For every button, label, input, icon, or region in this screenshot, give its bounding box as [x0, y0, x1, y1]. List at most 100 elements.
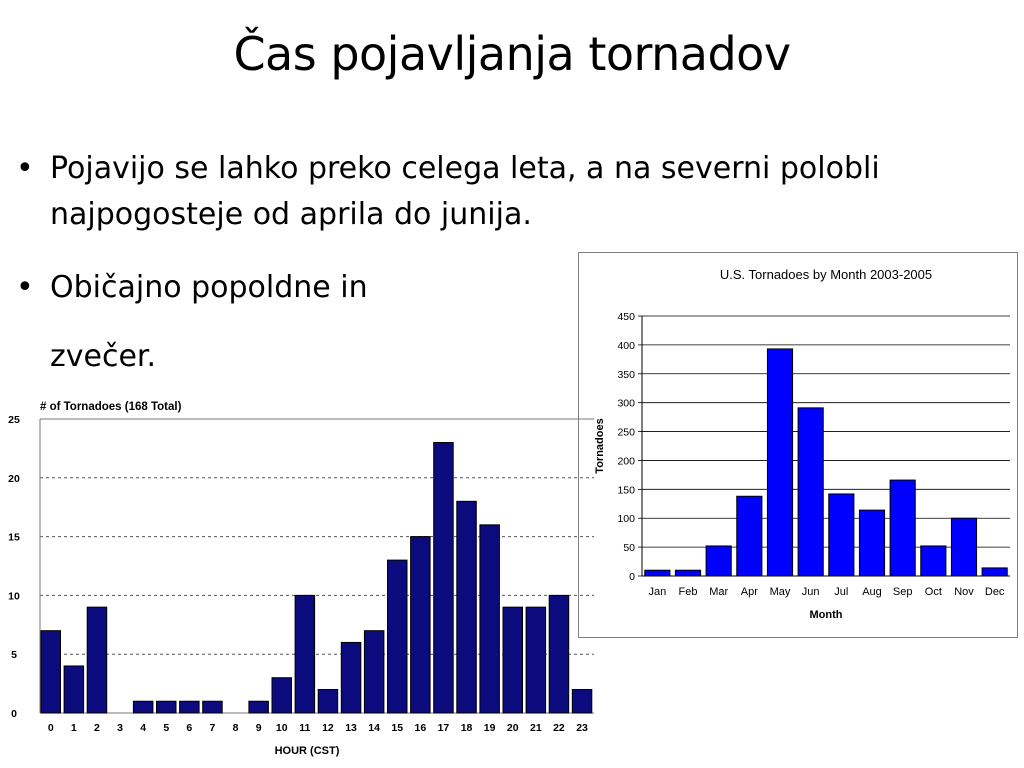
x-tick-label: 16 [415, 722, 427, 734]
y-tick-label: 15 [8, 532, 20, 544]
bar-feb [674, 569, 702, 577]
bar-hour-13 [340, 641, 362, 714]
x-tick-label: 15 [391, 722, 403, 734]
x-tick-label: 18 [461, 722, 473, 734]
x-tick-label: Jan [648, 586, 666, 598]
x-tick-label: Sep [893, 586, 913, 598]
bar-hour-22 [548, 594, 570, 714]
bar-hour-16 [410, 536, 431, 714]
x-tick-label: 3 [117, 722, 123, 734]
bar-hour-6 [179, 700, 200, 714]
x-tick-label: 0 [48, 722, 54, 734]
x-tick-label: 20 [507, 722, 519, 734]
bar-hour-0 [40, 630, 61, 714]
bar-hour-20 [502, 606, 523, 714]
x-tick-label: 14 [368, 722, 380, 734]
y-tick-label: 0 [11, 708, 17, 720]
bar-hour-17 [433, 442, 454, 714]
x-tick-label: 6 [186, 722, 192, 734]
y-tick-label: 10 [8, 590, 20, 602]
y-tick-label: 400 [617, 340, 635, 352]
y-tick-label: 100 [617, 513, 635, 525]
bar-hour-12 [317, 688, 339, 714]
bar-hour-19 [479, 524, 500, 714]
x-tick-label: 2 [94, 722, 100, 734]
x-tick-label: 5 [163, 722, 169, 734]
bar-hour-14 [363, 630, 385, 714]
x-tick-label: 13 [345, 722, 357, 734]
bar-apr [736, 495, 763, 577]
x-tick-label: 17 [438, 722, 450, 734]
y-tick-label: 200 [617, 455, 635, 467]
y-tick-label: 250 [617, 427, 635, 439]
monthly-tornado-chart: U.S. Tornadoes by Month 2003-2005 0 50 100 1… [578, 252, 1018, 638]
x-tick-label: 19 [484, 722, 496, 734]
bar-hour-11 [294, 594, 316, 714]
x-tick-label: Aug [862, 586, 882, 598]
bar-hour-21 [525, 606, 547, 714]
x-tick-label: 11 [299, 722, 310, 734]
x-tick-label: 1 [71, 722, 77, 734]
bullet-marker: • [16, 151, 34, 186]
bar-jul [828, 493, 855, 577]
monthly-chart-svg: U.S. Tornadoes by Month 2003-2005 0 50 100 1… [594, 267, 1010, 621]
y-tick-label: 350 [617, 369, 635, 381]
x-tick-label: Dec [985, 586, 1005, 598]
y-tick-label: 50 [623, 542, 635, 554]
y-tick-label: 150 [617, 484, 635, 496]
y-tick-label: 300 [617, 398, 635, 410]
hourly-tornado-chart: # of Tornadoes (168 Total) 0 5 10 15 20 25 0 1 2 3… [0, 394, 600, 768]
x-tick-label: Nov [954, 586, 974, 598]
bar-sep [889, 479, 916, 577]
chart-title: U.S. Tornadoes by Month 2003-2005 [720, 267, 932, 282]
bullet-text-1: Pojavijo se lahko preko celega leta, a n… [50, 151, 880, 232]
x-tick-label: Jul [834, 586, 848, 598]
x-tick-label: 8 [233, 722, 239, 734]
bar-nov [950, 517, 978, 577]
x-tick-label: Apr [741, 586, 758, 598]
y-tick-label: 20 [8, 473, 20, 485]
bar-mar [705, 545, 732, 577]
bullet-text-2: Običajno popoldne in [50, 270, 368, 305]
bar-hour-9 [248, 700, 269, 714]
x-tick-label: 10 [276, 722, 288, 734]
bar-hour-1 [63, 665, 85, 714]
bar-hour-15 [387, 559, 408, 714]
bar-hour-7 [202, 700, 223, 714]
x-tick-label: 21 [530, 722, 542, 734]
x-axis-label: Month [810, 609, 843, 621]
bullet-item-2: • Običajno popoldne in [16, 265, 556, 311]
x-tick-label: Oct [925, 586, 942, 598]
bar-hour-4 [132, 700, 154, 714]
x-tick-label: 22 [553, 722, 565, 734]
x-tick-label: Jun [802, 586, 820, 598]
bullet-text-2-continuation: zvečer. [50, 339, 157, 374]
bar-aug [858, 509, 886, 577]
x-tick-label: 9 [256, 722, 262, 734]
bar-hour-18 [456, 500, 477, 714]
bullet-marker: • [16, 270, 34, 305]
x-tick-label: Feb [679, 586, 698, 598]
x-tick-label: 23 [576, 722, 588, 734]
bar-hour-2 [86, 606, 108, 714]
x-tick-label: 12 [322, 722, 334, 734]
bar-jun [797, 407, 824, 577]
y-tick-label: 0 [629, 571, 635, 583]
bullet-item-1: • Pojavijo se lahko preko celega leta, a… [16, 146, 956, 238]
bar-oct [920, 545, 947, 577]
bar-may [766, 348, 794, 577]
y-axis-label: Tornadoes [594, 418, 606, 473]
bar-hour-5 [156, 700, 177, 714]
y-tick-label: 25 [8, 414, 20, 426]
bar-jan [644, 569, 671, 577]
y-tick-label: 5 [11, 649, 17, 661]
y-tick-label: 450 [617, 311, 635, 323]
chart-title: # of Tornadoes (168 Total) [40, 401, 182, 413]
x-tick-label: May [770, 586, 791, 598]
bar-hour-10 [271, 677, 292, 714]
bar-hour-23 [571, 688, 593, 714]
bar-dec [981, 567, 1008, 577]
x-tick-label: Mar [709, 586, 728, 598]
